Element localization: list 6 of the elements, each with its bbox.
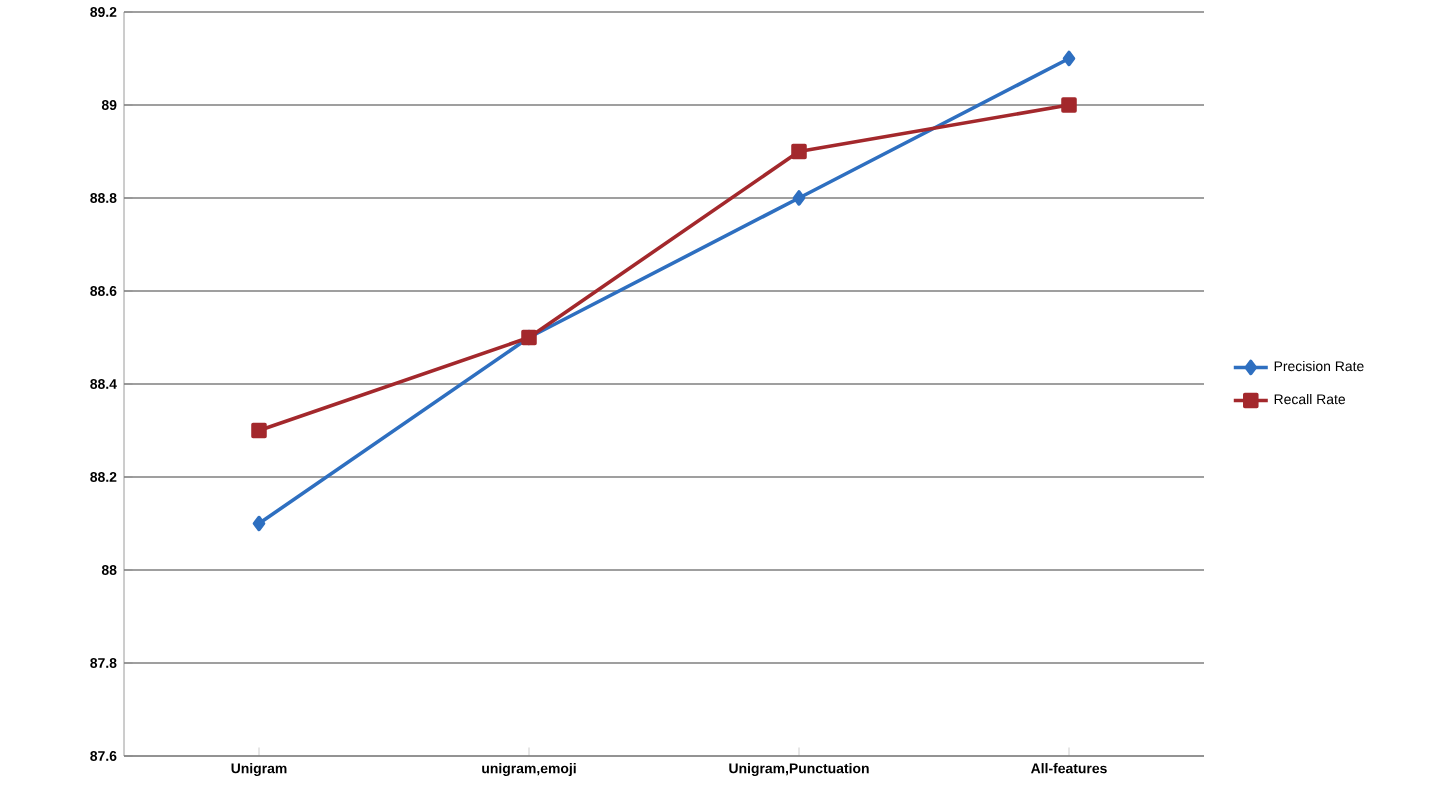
point [251,422,267,439]
point [792,190,806,206]
point [252,515,266,532]
point [1062,50,1076,67]
point [791,143,807,160]
point [1061,97,1077,113]
